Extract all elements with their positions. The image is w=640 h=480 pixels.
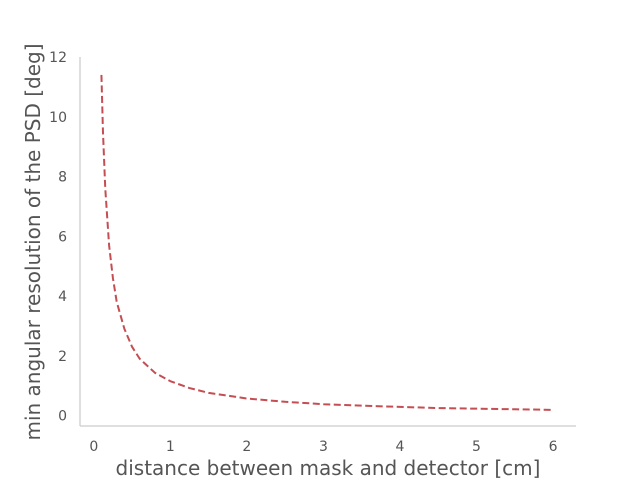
x-tick-label: 1 [166,439,175,455]
x-axis-title: distance between mask and detector [cm] [116,456,541,480]
y-tick-labels: 0 2 4 6 8 10 12 [49,50,67,425]
x-tick-label: 0 [89,439,98,455]
x-tick-label: 5 [472,439,481,455]
series-layer [100,74,554,411]
y-tick-label: 2 [58,349,67,365]
y-tick-label: 10 [49,110,67,126]
x-tick-label: 4 [395,439,404,455]
y-axis-title: min angular resolution of the PSD [deg] [21,43,45,440]
y-tick-label: 6 [58,229,67,245]
y-tick-label: 0 [58,409,67,425]
series-line [100,74,554,411]
x-tick-labels: 0 1 2 3 4 5 6 [89,439,557,455]
y-tick-label: 12 [49,50,67,66]
x-tick-label: 2 [242,439,251,455]
x-tick-label: 6 [549,439,558,455]
x-tick-label: 3 [319,439,328,455]
y-tick-label: 8 [58,170,67,186]
y-tick-label: 4 [58,289,67,305]
